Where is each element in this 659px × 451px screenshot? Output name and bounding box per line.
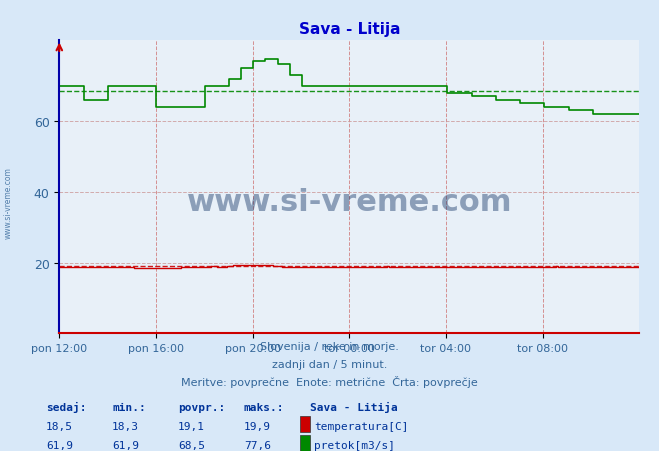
Text: Slovenija / reke in morje.: Slovenija / reke in morje.	[260, 341, 399, 351]
Text: maks.:: maks.:	[244, 402, 284, 412]
Text: zadnji dan / 5 minut.: zadnji dan / 5 minut.	[272, 359, 387, 369]
Text: www.si-vreme.com: www.si-vreme.com	[3, 167, 13, 239]
Text: 61,9: 61,9	[46, 440, 73, 450]
Text: 18,3: 18,3	[112, 421, 139, 431]
Text: min.:: min.:	[112, 402, 146, 412]
Text: www.si-vreme.com: www.si-vreme.com	[186, 187, 512, 216]
Text: povpr.:: povpr.:	[178, 402, 225, 412]
Text: 77,6: 77,6	[244, 440, 271, 450]
Text: temperatura[C]: temperatura[C]	[314, 421, 409, 431]
Bar	[300, 416, 310, 432]
Text: 61,9: 61,9	[112, 440, 139, 450]
Text: 19,1: 19,1	[178, 421, 205, 431]
Title: Sava - Litija: Sava - Litija	[299, 22, 400, 37]
Text: 68,5: 68,5	[178, 440, 205, 450]
Text: 18,5: 18,5	[46, 421, 73, 431]
Text: Meritve: povprečne  Enote: metrične  Črta: povprečje: Meritve: povprečne Enote: metrične Črta:…	[181, 376, 478, 387]
Text: pretok[m3/s]: pretok[m3/s]	[314, 440, 395, 450]
Text: Sava - Litija: Sava - Litija	[310, 401, 397, 412]
Bar	[300, 435, 310, 451]
Text: sedaj:: sedaj:	[46, 401, 86, 412]
Text: 19,9: 19,9	[244, 421, 271, 431]
